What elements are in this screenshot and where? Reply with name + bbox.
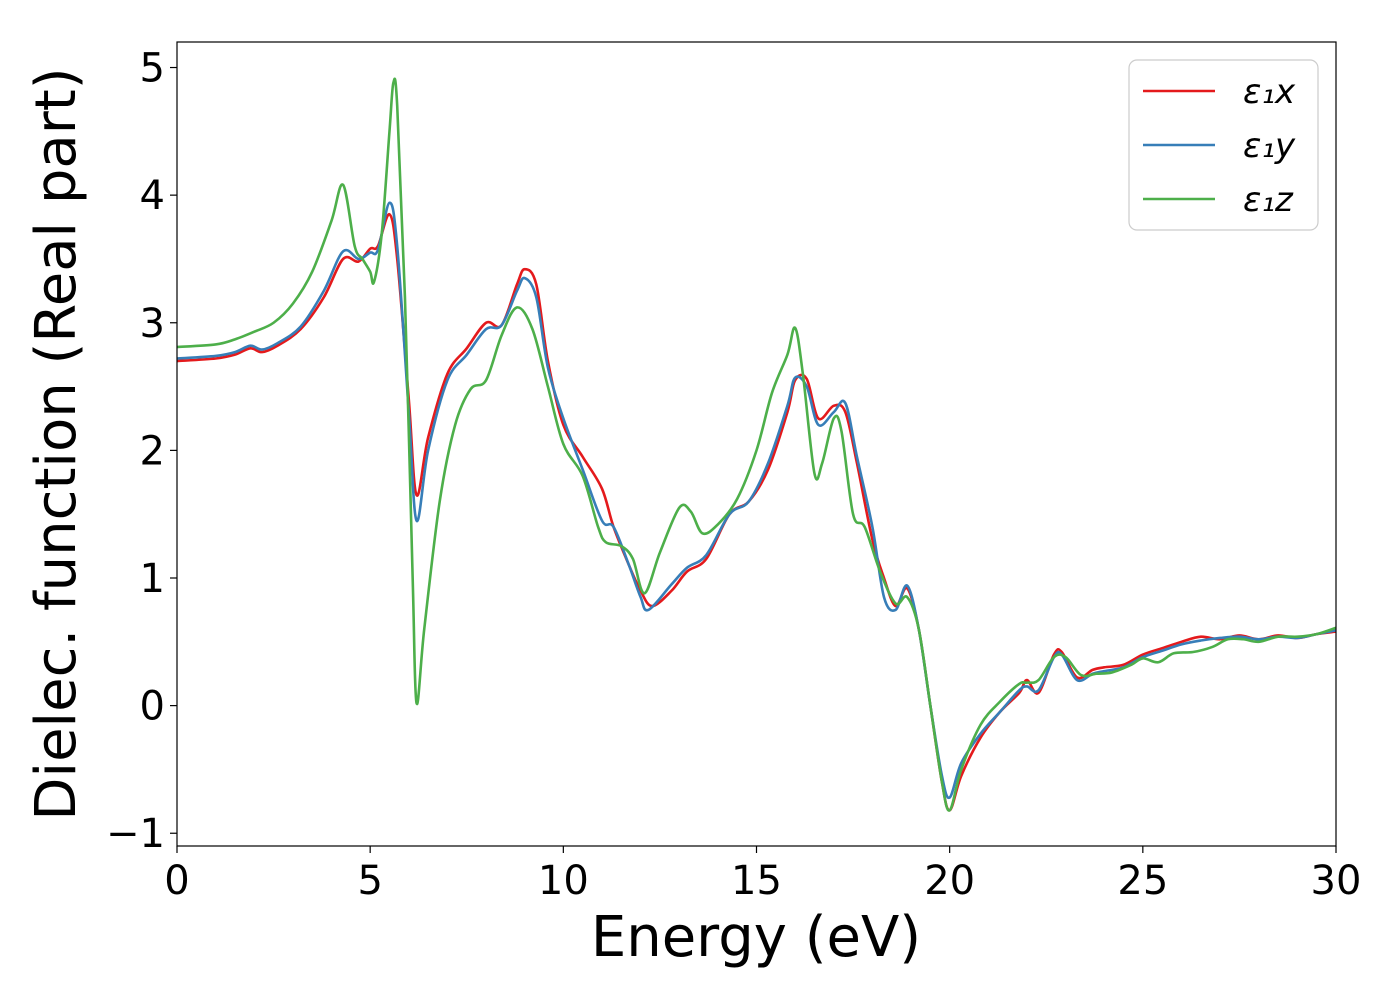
y-tick-label: 1 [140,556,165,602]
x-axis-label: Energy (eV) [591,905,921,970]
x-tick-label: 5 [357,858,382,904]
x-tick-label: 15 [731,858,782,904]
series-line-1 [177,212,1336,812]
x-tick-label: 25 [1117,858,1168,904]
x-tick-label: 20 [924,858,975,904]
x-axis: 0 5 10 15 20 25 30 [164,846,1361,904]
y-tick-label: 4 [140,173,165,219]
y-axis-label: Dielec. function (Real part) [24,67,89,820]
y-axis: −1 0 1 2 3 4 5 [106,46,177,857]
y-tick-label: 3 [140,301,165,347]
legend-box [1128,59,1319,231]
y-tick-label: −1 [106,811,165,857]
y-tick-label: 2 [140,428,165,474]
legend: ε₁x ε₁y ε₁z [1128,59,1319,231]
y-tick-label: 0 [140,684,165,730]
x-tick-label: 10 [538,858,589,904]
y-tick-label: 5 [140,46,165,92]
legend-label-3: ε₁z [1243,180,1294,220]
legend-label-1: ε₁x [1243,72,1296,112]
x-tick-label: 0 [164,858,189,904]
series-line-3 [177,77,1336,812]
series-layer [177,77,1336,812]
x-tick-label: 30 [1311,858,1362,904]
legend-label-2: ε₁y [1243,126,1296,166]
